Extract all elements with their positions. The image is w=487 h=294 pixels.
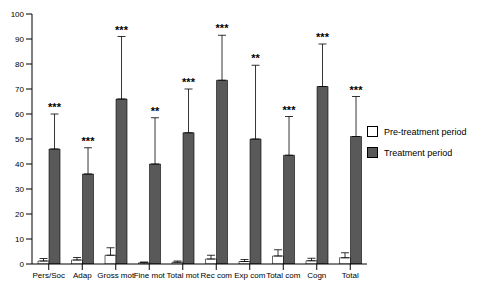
svg-text:100: 100 xyxy=(11,10,25,19)
html-text:Pre-treatment period: Pre-treatment period xyxy=(384,126,467,137)
svg-text:10: 10 xyxy=(15,235,24,244)
svg-text:Gross mot: Gross mot xyxy=(97,271,135,280)
svg-text:Exp com: Exp com xyxy=(234,271,265,280)
svg-text:***: *** xyxy=(283,104,297,116)
svg-text:***: *** xyxy=(82,135,96,147)
svg-text:***: *** xyxy=(350,84,364,96)
svg-text:30: 30 xyxy=(15,185,24,194)
svg-text:40: 40 xyxy=(15,160,24,169)
svg-text:80: 80 xyxy=(15,60,24,69)
svg-text:Cogn: Cogn xyxy=(307,271,326,280)
svg-text:Total mot: Total mot xyxy=(167,271,200,280)
svg-text:Total com: Total com xyxy=(266,271,301,280)
svg-text:50: 50 xyxy=(15,135,24,144)
svg-text:**: ** xyxy=(251,52,260,64)
svg-text:***: *** xyxy=(216,22,230,34)
svg-text:70: 70 xyxy=(15,85,24,94)
svg-text:Total: Total xyxy=(342,271,359,280)
svg-text:0: 0 xyxy=(20,260,25,269)
svg-text:Rec com: Rec com xyxy=(200,271,232,280)
svg-text:***: *** xyxy=(115,24,129,36)
svg-text:Adap: Adap xyxy=(73,271,92,280)
svg-text:***: *** xyxy=(182,76,196,88)
svg-text:Fine mot: Fine mot xyxy=(134,271,166,280)
svg-text:20: 20 xyxy=(15,210,24,219)
svg-text:60: 60 xyxy=(15,110,24,119)
svg-text:***: *** xyxy=(48,101,62,113)
svg-text:90: 90 xyxy=(15,35,24,44)
svg-text:Pers/Soc: Pers/Soc xyxy=(33,271,65,280)
svg-text:***: *** xyxy=(316,31,330,43)
svg-text:**: ** xyxy=(151,105,160,117)
html-text:Treatment period: Treatment period xyxy=(384,147,453,158)
